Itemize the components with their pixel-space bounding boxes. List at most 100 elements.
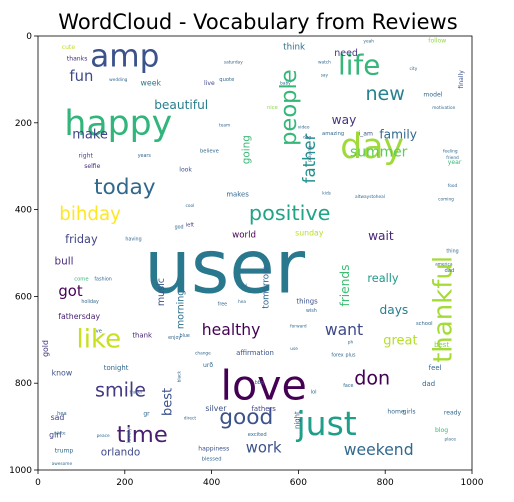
word-forex: forex xyxy=(331,353,343,359)
word-feel: feel xyxy=(429,364,442,372)
word-bbq: bbq xyxy=(255,380,264,386)
word-dad: dad xyxy=(422,380,435,388)
word-school: school xyxy=(416,321,433,327)
word-nice: nice xyxy=(267,105,278,111)
word-amp: amp xyxy=(90,39,159,75)
word-cute: cute xyxy=(62,44,76,51)
word-beautiful: beautiful xyxy=(154,98,208,112)
word-don: don xyxy=(354,366,390,389)
word-cool: cool xyxy=(185,203,194,209)
word-awesome: awesome xyxy=(52,462,73,467)
word-family: family xyxy=(379,128,417,142)
word-just: just xyxy=(295,404,356,443)
word-forward: forward xyxy=(290,323,307,329)
x-tick-label: 1000 xyxy=(461,478,484,488)
word-plus: plus xyxy=(346,353,356,359)
word-music: music xyxy=(156,278,167,306)
word-new: new xyxy=(365,82,404,105)
word-having: having xyxy=(125,237,141,243)
word-bihday: bihday xyxy=(59,204,121,225)
word-thankful: thankful xyxy=(428,256,458,363)
word-love: love xyxy=(221,361,307,409)
word-blue: blue xyxy=(180,333,190,339)
word-tomorrow: tomorrow xyxy=(261,267,271,309)
word-blog: blog xyxy=(435,427,448,434)
word-change: change xyxy=(195,350,211,356)
word-makes: makes xyxy=(226,190,249,198)
word-america: america xyxy=(435,261,453,267)
word-know: know xyxy=(52,369,73,378)
word-thanks: thanks xyxy=(67,56,88,63)
x-tick-label: 600 xyxy=(290,478,307,488)
word-friday: friday xyxy=(65,233,98,246)
word-like: like xyxy=(77,324,122,354)
word-dog: dog xyxy=(303,135,311,141)
word-need: need xyxy=(334,48,358,59)
word-bull: bull xyxy=(55,256,74,268)
chart-title: WordCloud - Vocabulary from Reviews xyxy=(58,10,457,34)
word-quote: quote xyxy=(219,77,234,83)
word-sunday: sunday xyxy=(295,229,324,238)
word-feeling: feeling xyxy=(443,149,458,155)
word-travel: travel xyxy=(129,389,141,395)
word-left: left xyxy=(186,222,194,228)
word-days: days xyxy=(380,303,409,317)
word-food: food xyxy=(448,183,458,189)
word-father: father xyxy=(300,133,319,183)
word-dad: dad xyxy=(445,268,455,274)
word-model: model xyxy=(423,92,442,99)
word-great: great xyxy=(383,334,417,349)
word-thank: thank xyxy=(132,332,152,340)
word-ready: ready xyxy=(444,410,462,417)
word-today: today xyxy=(94,175,156,200)
y-tick-label: 0 xyxy=(26,32,32,42)
word-time: time xyxy=(117,422,168,448)
word-say: say xyxy=(321,74,329,79)
word-things: things xyxy=(296,298,318,306)
word-world: world xyxy=(232,230,256,240)
x-axis: 0 200 400 600 800 1000 xyxy=(35,470,484,488)
word-god: god xyxy=(175,225,184,231)
word-amazing: amazing xyxy=(322,131,344,137)
word-lol: lol xyxy=(311,389,317,395)
word-gold: gold xyxy=(41,340,50,357)
word-got: got xyxy=(58,283,82,300)
word-kids: kids xyxy=(322,191,331,197)
word-coming: coming xyxy=(438,196,454,202)
word-believe: believe xyxy=(200,149,219,155)
word-user: user xyxy=(144,225,306,311)
word-orlando: orlando xyxy=(101,447,140,459)
word-fun: fun xyxy=(69,68,93,85)
word-playing: playing xyxy=(307,146,313,162)
word-finally: finally xyxy=(458,70,465,89)
word-sad: sad xyxy=(51,413,65,422)
word-black: black xyxy=(177,370,183,382)
word-excited: excited xyxy=(248,432,267,438)
word-city: city xyxy=(410,66,418,72)
word-hea: hea xyxy=(238,299,246,305)
word-fathers: fathers xyxy=(252,405,277,413)
word-peace: peace xyxy=(97,434,110,439)
word-pol: pol xyxy=(241,283,248,289)
word-wedding: wedding xyxy=(109,77,128,83)
word-hea: hea xyxy=(57,411,67,417)
plot-frame xyxy=(37,35,473,471)
word-smile: smile xyxy=(95,379,146,402)
word-holiday: holiday xyxy=(81,299,99,305)
word-best: best xyxy=(434,341,449,349)
word-morning: morning xyxy=(176,290,187,330)
word-year: year xyxy=(448,159,462,166)
word-friend: friend xyxy=(446,155,459,161)
y-tick-label: 800 xyxy=(15,379,32,389)
word-happiness: happiness xyxy=(198,445,229,452)
word-right: right xyxy=(79,152,94,159)
word-silver: silver xyxy=(205,404,227,413)
word-white: white xyxy=(54,431,66,437)
word-altwaystoheal: altwaystoheal xyxy=(355,194,385,200)
word-fathersday: fathersday xyxy=(58,312,100,321)
x-tick-label: 200 xyxy=(116,478,133,488)
word-yeah: yeah xyxy=(363,39,374,45)
word-blessed: blessed xyxy=(202,457,222,463)
x-tick-label: 0 xyxy=(35,478,41,488)
word-day: day xyxy=(340,127,404,167)
